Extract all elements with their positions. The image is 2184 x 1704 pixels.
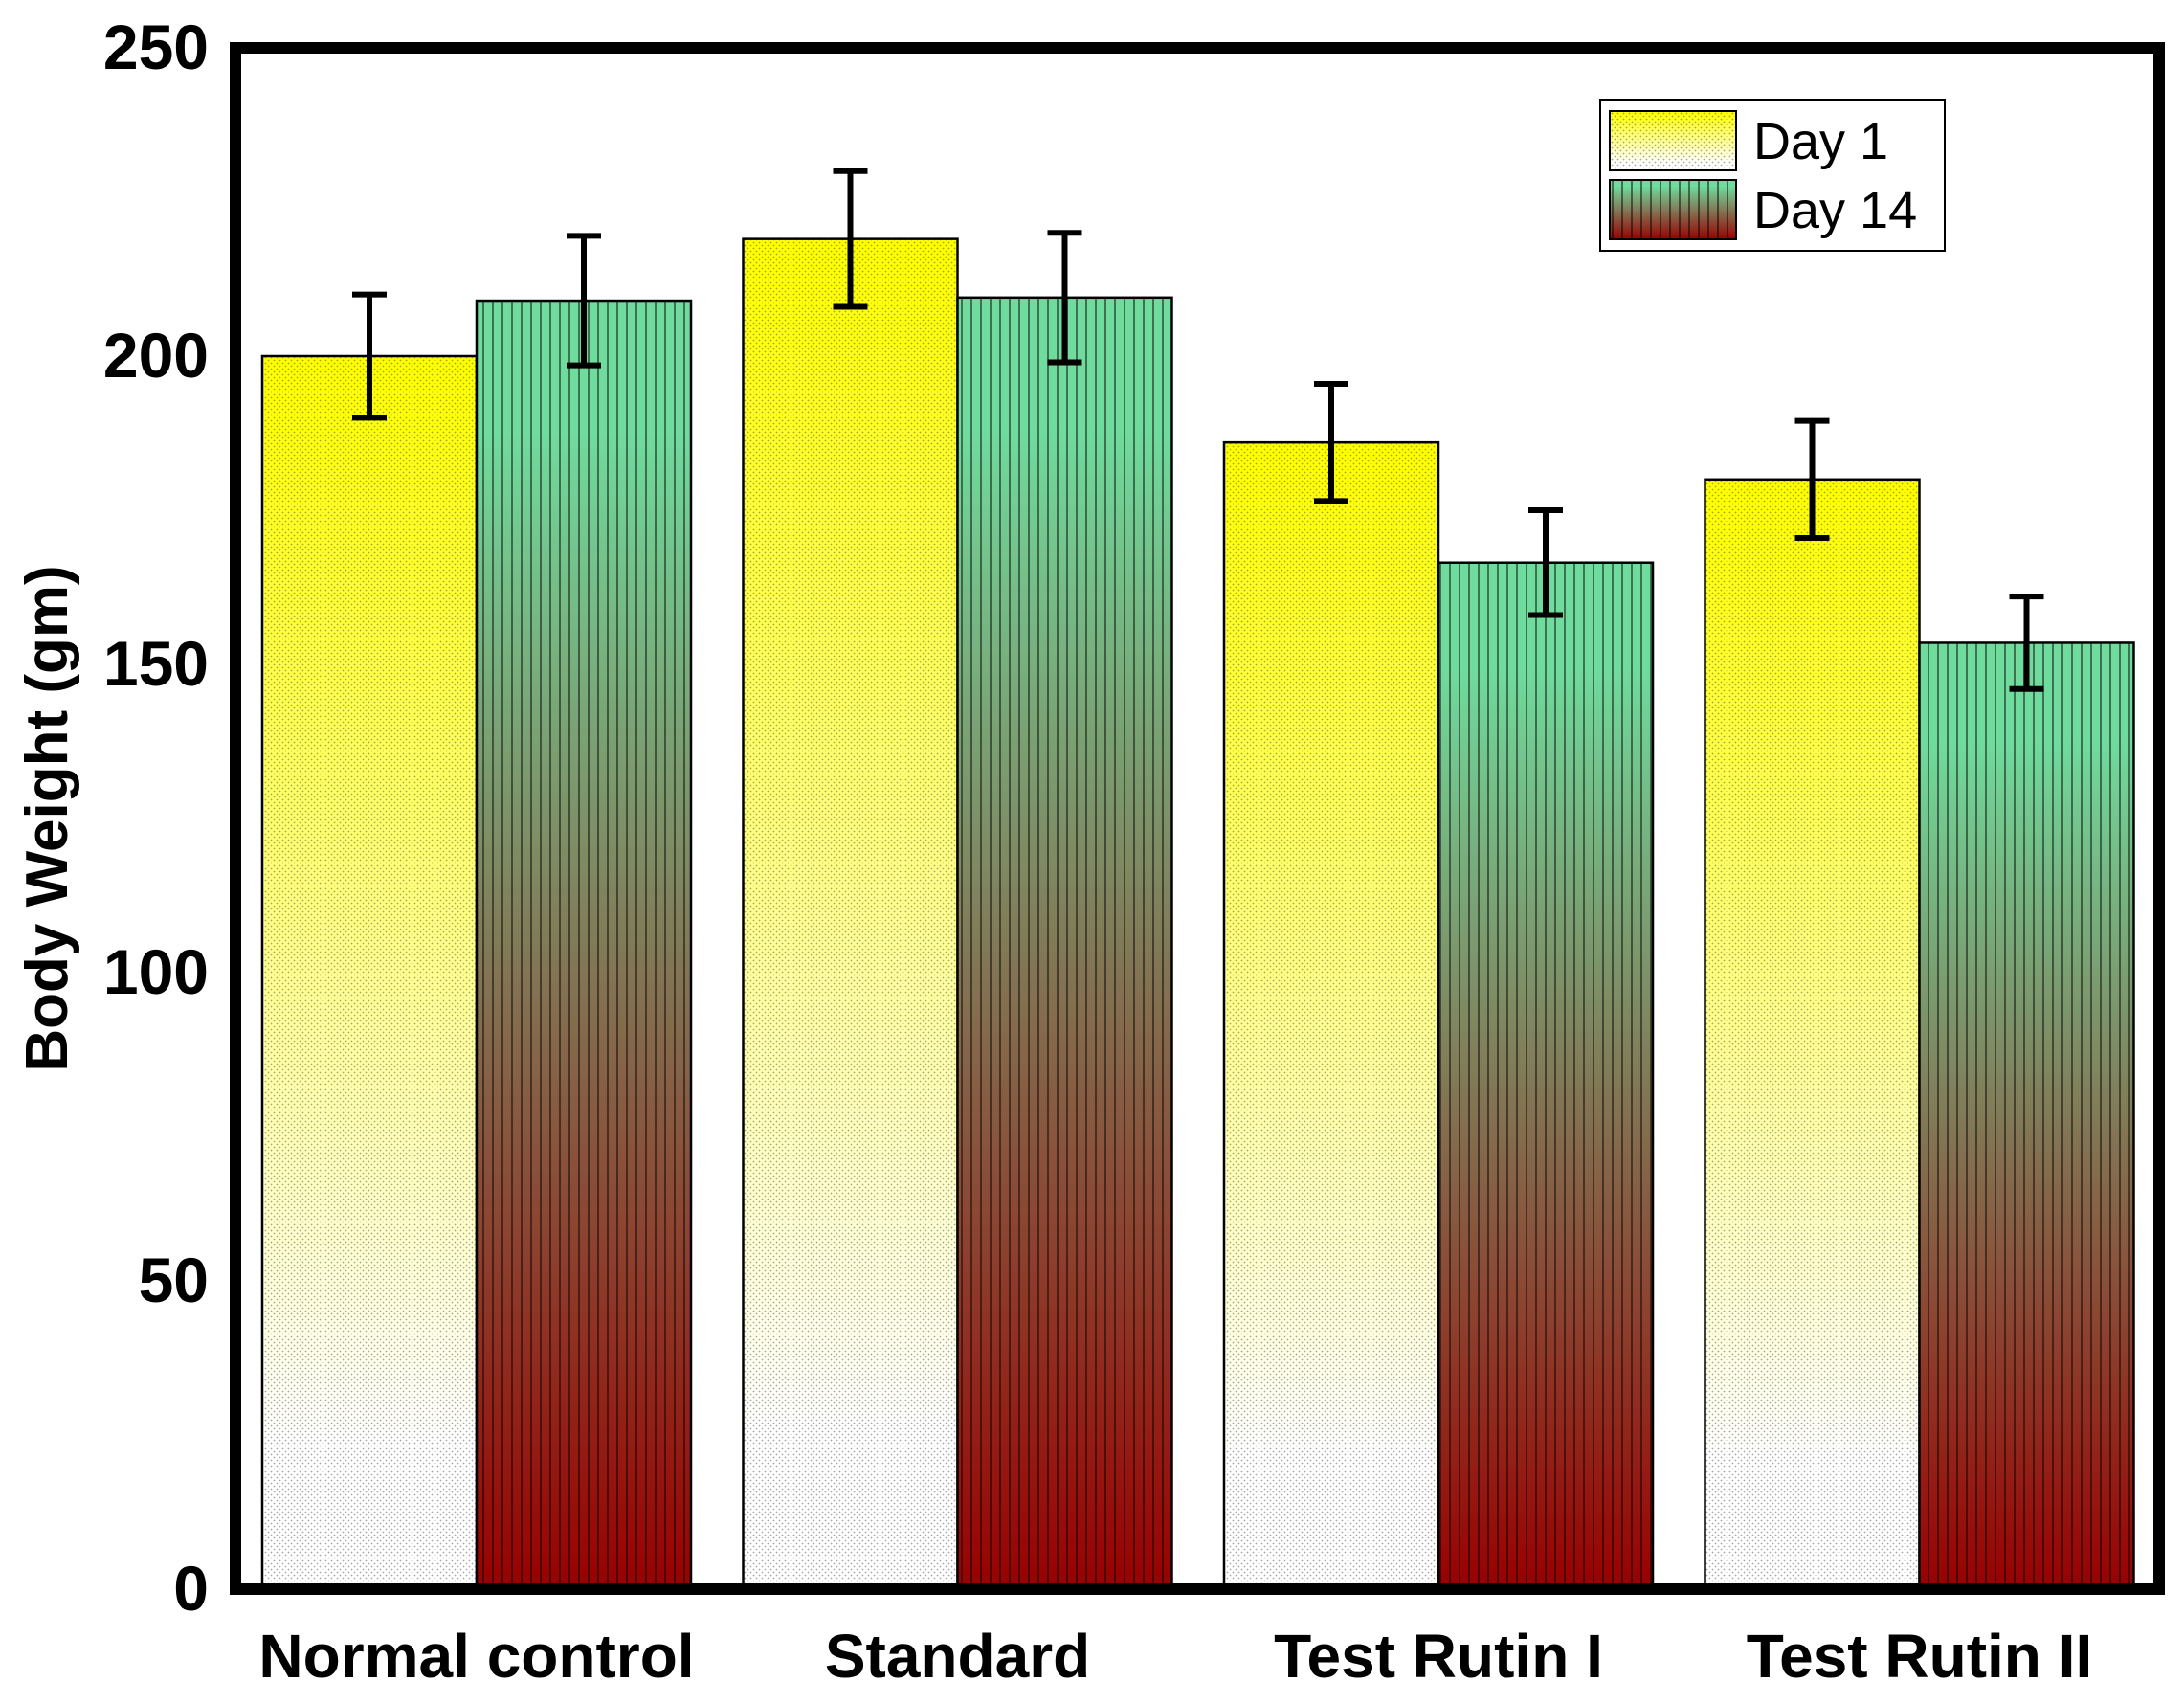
y-tick-label: 0 bbox=[173, 1553, 209, 1624]
bars bbox=[260, 168, 2135, 1591]
legend-label: Day 14 bbox=[1753, 182, 1917, 239]
bar-pattern bbox=[475, 299, 693, 1591]
bar-pattern bbox=[1437, 561, 1655, 1591]
bar-pattern bbox=[1918, 641, 2135, 1591]
y-axis-label: Body Weight (gm) bbox=[14, 565, 80, 1071]
plot-frame bbox=[230, 42, 2165, 1595]
error-bar bbox=[833, 168, 868, 310]
x-category-label: Test Rutin II bbox=[1747, 1622, 2092, 1691]
y-tick-label: 100 bbox=[103, 936, 209, 1007]
error-bar bbox=[567, 233, 601, 369]
bar-pattern bbox=[260, 354, 479, 1591]
x-category-label: Standard bbox=[825, 1622, 1090, 1691]
legend: Day 1 Day 14 bbox=[1599, 99, 1946, 252]
x-category-label: Test Rutin I bbox=[1274, 1622, 1603, 1691]
error-bar bbox=[1047, 230, 1082, 366]
y-tick-label: 50 bbox=[139, 1244, 209, 1315]
error-bar bbox=[352, 291, 387, 421]
y-tick-label: 150 bbox=[103, 628, 209, 699]
error-bar bbox=[1794, 417, 1830, 541]
bar-pattern bbox=[1222, 440, 1440, 1591]
y-tick-label: 250 bbox=[103, 11, 209, 82]
legend-swatch-pattern bbox=[1609, 179, 1737, 240]
x-category-label: Normal control bbox=[258, 1622, 694, 1691]
plot-border bbox=[230, 42, 2165, 1595]
error-bar bbox=[1314, 380, 1348, 504]
bar-pattern bbox=[1704, 478, 1921, 1591]
error-bar bbox=[1528, 507, 1563, 618]
legend-label: Day 1 bbox=[1753, 113, 1888, 170]
axes: 0 50 100 150 200 250 Body Weight (gm) Normal co… bbox=[14, 11, 2092, 1691]
bar-pattern bbox=[742, 237, 959, 1591]
legend-swatch-pattern bbox=[1609, 110, 1737, 171]
y-tick-label: 200 bbox=[103, 320, 209, 391]
error-bar bbox=[2009, 594, 2044, 692]
bar-pattern bbox=[956, 296, 1173, 1591]
